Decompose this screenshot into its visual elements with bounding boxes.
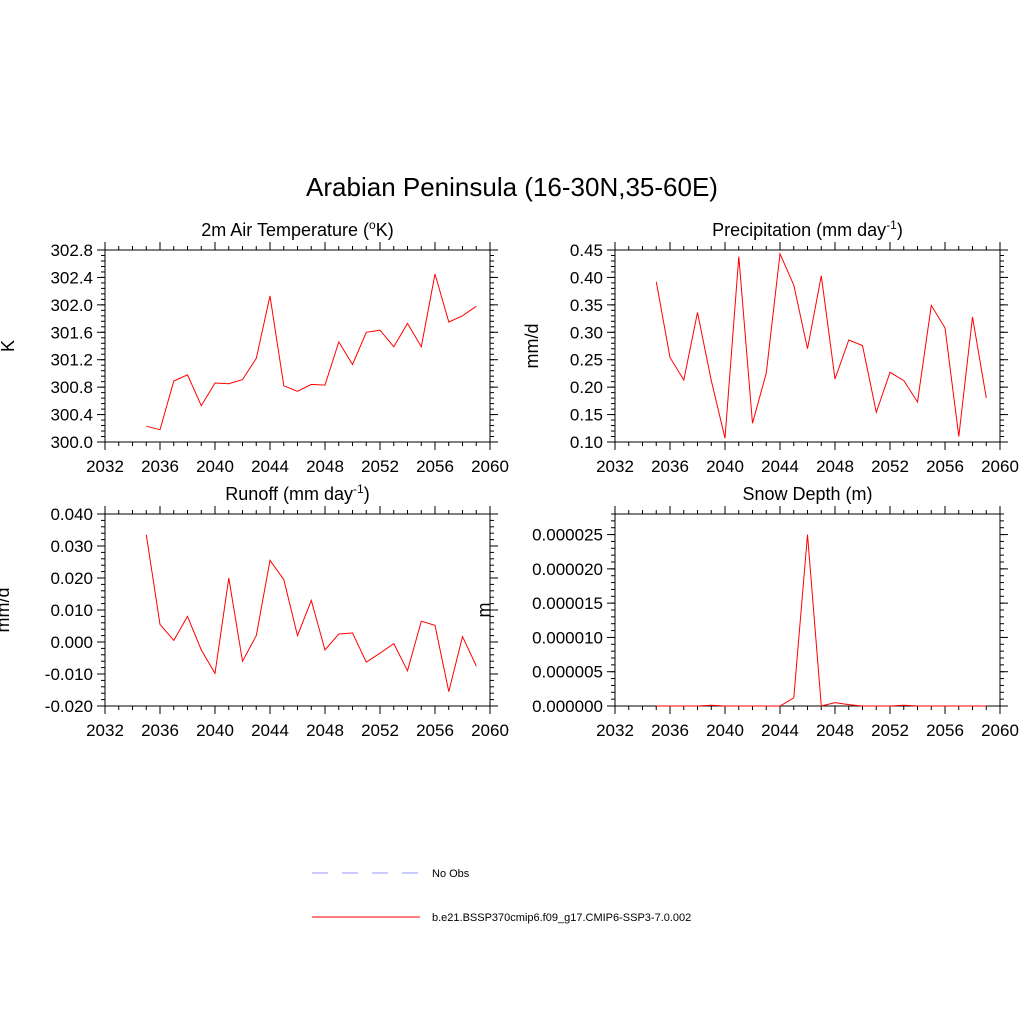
x-tick-label: 2060 bbox=[981, 457, 1019, 476]
x-tick-label: 2032 bbox=[86, 721, 124, 740]
panel-title-text: Snow Depth (m) bbox=[742, 484, 872, 504]
panel-title-superscript: -1 bbox=[353, 482, 364, 496]
panel-title: Snow Depth (m) bbox=[742, 484, 872, 504]
y-tick-label: 0.10 bbox=[570, 433, 603, 452]
legend-label-model: b.e21.BSSP370cmip6.f09_g17.CMIP6-SSP3-7.… bbox=[432, 912, 691, 924]
y-tick-label: 0.000005 bbox=[532, 663, 603, 682]
panel-precipitation: Precipitation (mm day-1) 2032 2036 2040 2044… bbox=[522, 218, 1019, 476]
plot-frame bbox=[614, 513, 1001, 707]
y-axis-label: m bbox=[474, 603, 494, 618]
panel-title: Runoff (mm day-1) bbox=[225, 482, 369, 504]
legend: No Obs b.e21.BSSP370cmip6.f09_g17.CMIP6-… bbox=[312, 868, 691, 924]
panel-title-text-end: ) bbox=[364, 484, 370, 504]
x-tick-label: 2044 bbox=[761, 457, 799, 476]
x-tick-label: 2060 bbox=[471, 457, 509, 476]
x-tick-label: 2052 bbox=[871, 457, 909, 476]
y-tick-label: 0.000010 bbox=[532, 628, 603, 647]
x-tick-label: 2052 bbox=[361, 457, 399, 476]
y-tick-label: 0.010 bbox=[50, 601, 93, 620]
x-tick-label: 2036 bbox=[651, 457, 689, 476]
x-tick-label: 2048 bbox=[816, 457, 854, 476]
x-tick-label: 2040 bbox=[706, 721, 744, 740]
x-tick-label: 2044 bbox=[251, 721, 289, 740]
x-tick-label: 2048 bbox=[306, 457, 344, 476]
panel-title-text-end: K) bbox=[376, 220, 394, 240]
x-tick-label: 2036 bbox=[651, 721, 689, 740]
x-tick-label: 2036 bbox=[141, 457, 179, 476]
panel-title-superscript: o bbox=[369, 218, 376, 232]
y-tick-label: 0.15 bbox=[570, 406, 603, 425]
y-tick-label: 0.000000 bbox=[532, 697, 603, 716]
y-tick-label: 301.2 bbox=[50, 351, 93, 370]
x-tick-label: 2060 bbox=[471, 721, 509, 740]
x-tick-label: 2056 bbox=[416, 457, 454, 476]
panel-air-temperature: 2m Air Temperature (oK) 2032 2036 2040 2044 2… bbox=[0, 218, 509, 476]
plot-frame bbox=[104, 513, 491, 707]
panel-title: Precipitation (mm day-1) bbox=[712, 218, 903, 240]
panel-title-text-end: ) bbox=[897, 220, 903, 240]
y-tick-label: 0.30 bbox=[570, 323, 603, 342]
x-tick-label: 2040 bbox=[196, 721, 234, 740]
panel-title-text: Precipitation (mm day bbox=[712, 220, 886, 240]
series-line-air-temperature bbox=[146, 273, 477, 431]
y-tick-label: 302.8 bbox=[50, 241, 93, 260]
x-tick-label: 2052 bbox=[871, 721, 909, 740]
y-axis-label: K bbox=[0, 340, 18, 352]
y-axis-label: mm/d bbox=[0, 588, 13, 633]
x-tick-label: 2052 bbox=[361, 721, 399, 740]
y-tick-label: -0.020 bbox=[45, 697, 93, 716]
legend-label-no-obs: No Obs bbox=[432, 868, 470, 880]
x-tick-label: 2056 bbox=[926, 457, 964, 476]
panel-snow-depth: Snow Depth (m) 2032 2036 2040 2044 2048 2052 20… bbox=[474, 484, 1019, 740]
panel-title: 2m Air Temperature (oK) bbox=[201, 218, 393, 240]
y-tick-label: 0.000 bbox=[50, 633, 93, 652]
y-tick-label: 0.25 bbox=[570, 351, 603, 370]
x-tick-label: 2032 bbox=[86, 457, 124, 476]
y-tick-label: 0.040 bbox=[50, 505, 93, 524]
x-tick-label: 2056 bbox=[926, 721, 964, 740]
plot-frame bbox=[614, 249, 1001, 443]
y-axis-label: mm/d bbox=[522, 324, 542, 369]
panel-title-superscript: -1 bbox=[886, 218, 897, 232]
y-tick-label: -0.010 bbox=[45, 665, 93, 684]
y-tick-label: 0.45 bbox=[570, 241, 603, 260]
x-tick-label: 2040 bbox=[196, 457, 234, 476]
y-tick-label: 301.6 bbox=[50, 323, 93, 342]
panel-title-text: 2m Air Temperature ( bbox=[201, 220, 369, 240]
x-tick-label: 2032 bbox=[596, 457, 634, 476]
y-tick-label: 0.020 bbox=[50, 569, 93, 588]
x-tick-label: 2044 bbox=[761, 721, 799, 740]
x-tick-label: 2060 bbox=[981, 721, 1019, 740]
y-tick-label: 0.030 bbox=[50, 537, 93, 556]
y-tick-label: 0.000020 bbox=[532, 560, 603, 579]
series-line-snow-depth bbox=[656, 534, 987, 707]
x-tick-label: 2048 bbox=[306, 721, 344, 740]
y-tick-label: 300.4 bbox=[50, 406, 93, 425]
series-line-precipitation bbox=[655, 251, 987, 439]
y-tick-label: 0.35 bbox=[570, 296, 603, 315]
series-line-runoff bbox=[145, 534, 477, 692]
panel-title-text: Runoff (mm day bbox=[225, 484, 353, 504]
y-tick-label: 0.20 bbox=[570, 378, 603, 397]
y-tick-label: 0.40 bbox=[570, 268, 603, 287]
y-tick-label: 0.000025 bbox=[532, 526, 603, 545]
y-tick-label: 0.000015 bbox=[532, 594, 603, 613]
y-tick-label: 300.8 bbox=[50, 378, 93, 397]
x-tick-label: 2044 bbox=[251, 457, 289, 476]
x-tick-label: 2032 bbox=[596, 721, 634, 740]
panel-runoff: Runoff (mm day-1) 2032 2036 2040 2044 2048 205… bbox=[0, 482, 509, 740]
x-tick-label: 2036 bbox=[141, 721, 179, 740]
x-tick-label: 2048 bbox=[816, 721, 854, 740]
x-tick-label: 2040 bbox=[706, 457, 744, 476]
x-tick-label: 2056 bbox=[416, 721, 454, 740]
figure-title: Arabian Peninsula (16-30N,35-60E) bbox=[306, 172, 718, 202]
y-tick-label: 300.0 bbox=[50, 433, 93, 452]
y-tick-label: 302.0 bbox=[50, 296, 93, 315]
y-tick-label: 302.4 bbox=[50, 268, 93, 287]
plot-frame bbox=[104, 249, 491, 443]
